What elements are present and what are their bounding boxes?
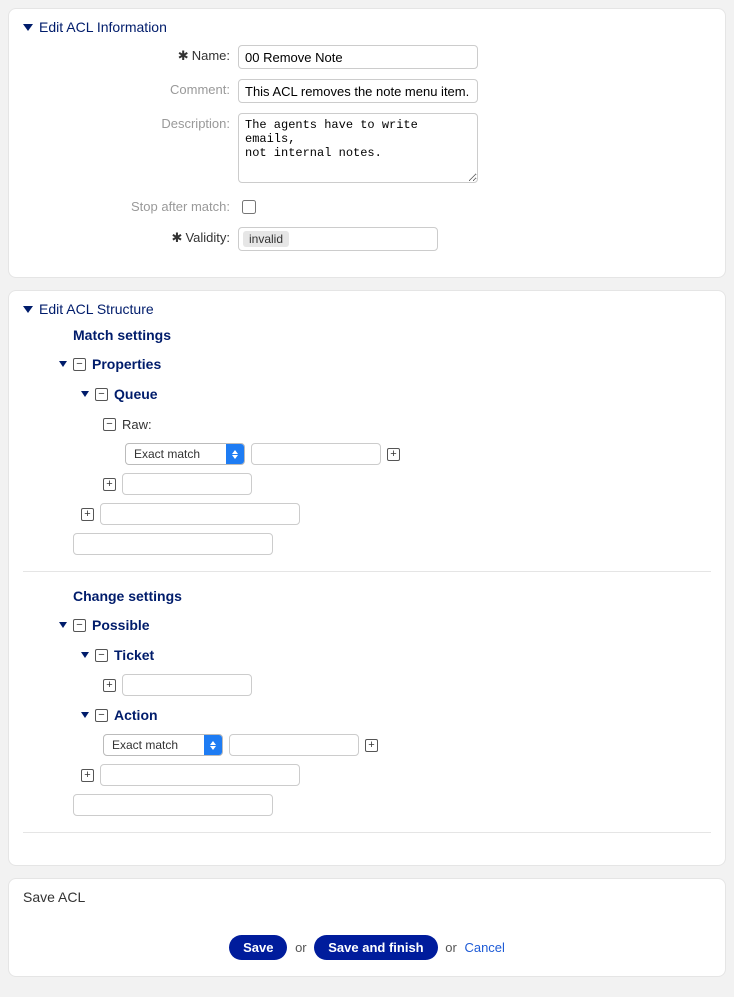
- add-input[interactable]: [100, 503, 300, 525]
- stop-after-match-label: Stop after match:: [23, 196, 238, 214]
- edit-acl-information-panel: Edit ACL Information ✱Name: Comment: Des…: [8, 8, 726, 278]
- panel-title: Edit ACL Structure: [39, 301, 154, 317]
- panel-header[interactable]: Edit ACL Information: [23, 19, 711, 35]
- name-label: ✱Name:: [23, 45, 238, 64]
- tree-row-change-add: +: [81, 764, 711, 786]
- match-tree: − Properties − Queue − Raw: Exact match …: [59, 353, 711, 555]
- minus-icon[interactable]: −: [95, 388, 108, 401]
- minus-icon[interactable]: −: [103, 418, 116, 431]
- plus-icon[interactable]: +: [387, 448, 400, 461]
- validity-label: ✱Validity:: [23, 227, 238, 246]
- cancel-link[interactable]: Cancel: [464, 940, 504, 955]
- minus-icon[interactable]: −: [95, 709, 108, 722]
- edit-acl-structure-panel: Edit ACL Structure Match settings − Prop…: [8, 290, 726, 866]
- match-type-select[interactable]: Exact match: [125, 443, 245, 465]
- description-label: Description:: [23, 113, 238, 131]
- plus-icon[interactable]: +: [103, 679, 116, 692]
- expand-icon: [59, 622, 67, 628]
- divider: [23, 832, 711, 833]
- stop-after-match-checkbox[interactable]: [242, 200, 256, 214]
- tree-node-raw[interactable]: − Raw:: [103, 413, 711, 435]
- comment-input[interactable]: [238, 79, 478, 103]
- description-textarea[interactable]: The agents have to write emails, not int…: [238, 113, 478, 183]
- change-tree: − Possible − Ticket + − Action Exact mat…: [59, 614, 711, 816]
- tree-node-properties[interactable]: − Properties: [59, 353, 711, 375]
- save-button[interactable]: Save: [229, 935, 287, 960]
- select-arrows-icon: [226, 444, 244, 464]
- comment-label: Comment:: [23, 79, 238, 97]
- change-settings-heading: Change settings: [73, 588, 711, 604]
- match-value-input[interactable]: [229, 734, 359, 756]
- divider: [23, 571, 711, 572]
- panel-title: Edit ACL Information: [39, 19, 167, 35]
- expand-icon: [59, 361, 67, 367]
- save-actions: Save or Save and finish or Cancel: [23, 935, 711, 960]
- expand-icon: [81, 652, 89, 658]
- validity-tag: invalid: [243, 231, 289, 247]
- tree-row-add-3: [73, 533, 711, 555]
- add-input[interactable]: [122, 674, 252, 696]
- collapse-icon: [23, 24, 33, 31]
- save-panel-title: Save ACL: [23, 889, 711, 905]
- plus-icon[interactable]: +: [103, 478, 116, 491]
- add-input[interactable]: [100, 764, 300, 786]
- collapse-icon: [23, 306, 33, 313]
- tree-row-change-add-2: [73, 794, 711, 816]
- save-and-finish-button[interactable]: Save and finish: [314, 935, 437, 960]
- match-type-select[interactable]: Exact match: [103, 734, 223, 756]
- expand-icon: [81, 712, 89, 718]
- name-input[interactable]: [238, 45, 478, 69]
- plus-icon[interactable]: +: [365, 739, 378, 752]
- match-value-input[interactable]: [251, 443, 381, 465]
- tree-node-possible[interactable]: − Possible: [59, 614, 711, 636]
- plus-icon[interactable]: +: [81, 769, 94, 782]
- minus-icon[interactable]: −: [95, 649, 108, 662]
- tree-row-add-2: +: [81, 503, 711, 525]
- plus-icon[interactable]: +: [81, 508, 94, 521]
- validity-select[interactable]: invalid: [238, 227, 438, 251]
- tree-node-action[interactable]: − Action: [81, 704, 711, 726]
- add-input[interactable]: [73, 794, 273, 816]
- select-arrows-icon: [204, 735, 222, 755]
- tree-row-match-select: Exact match +: [125, 443, 711, 465]
- add-input[interactable]: [122, 473, 252, 495]
- minus-icon[interactable]: −: [73, 358, 86, 371]
- tree-node-ticket[interactable]: − Ticket: [81, 644, 711, 666]
- minus-icon[interactable]: −: [73, 619, 86, 632]
- or-text: or: [445, 940, 457, 955]
- panel-header[interactable]: Edit ACL Structure: [23, 301, 711, 317]
- or-text: or: [295, 940, 307, 955]
- tree-row-add-1: +: [103, 473, 711, 495]
- tree-row-action-select: Exact match +: [103, 734, 711, 756]
- save-acl-panel: Save ACL Save or Save and finish or Canc…: [8, 878, 726, 977]
- expand-icon: [81, 391, 89, 397]
- match-settings-heading: Match settings: [73, 327, 711, 343]
- add-input[interactable]: [73, 533, 273, 555]
- tree-row-ticket-add: +: [103, 674, 711, 696]
- tree-node-queue[interactable]: − Queue: [81, 383, 711, 405]
